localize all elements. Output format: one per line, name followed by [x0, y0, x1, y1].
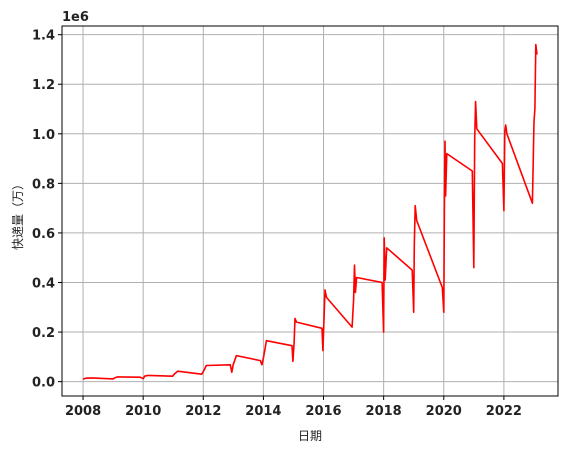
x-tick-label: 2012: [185, 404, 221, 419]
plot-frame: [61, 25, 559, 397]
y-tick-label: 1.0: [32, 128, 55, 143]
x-tick-label: 2020: [426, 404, 462, 419]
x-tick-label: 2008: [65, 404, 101, 419]
x-tick-label: 2010: [125, 404, 161, 419]
y-tick-label: 0.4: [32, 276, 55, 291]
y-axis-label: 快递量（万）: [11, 178, 25, 250]
x-tick-label: 2018: [366, 404, 402, 419]
x-axis-ticks: 2008 2010 2012 2014 2016 2018 2020 2022: [65, 396, 522, 419]
x-axis-label: 日期: [298, 429, 322, 443]
series-group: [82, 43, 538, 380]
y-tick-label: 0.8: [32, 177, 55, 192]
y-tick-label: 0.6: [32, 227, 55, 242]
y-tick-label: 1.4: [32, 29, 55, 44]
y-axis-ticks: 0.0 0.2 0.4 0.6 0.8 1.0 1.2 1.4: [32, 29, 62, 391]
y-tick-label: 0.0: [32, 376, 55, 391]
x-tick-label: 2016: [305, 404, 341, 419]
y-tick-label: 1.2: [32, 78, 55, 93]
y-tick-label: 0.2: [32, 326, 55, 341]
y-axis-multiplier: 1e6: [62, 10, 89, 25]
series-line-0: [82, 43, 538, 380]
x-tick-label: 2022: [486, 404, 522, 419]
x-tick-label: 2014: [245, 404, 281, 419]
